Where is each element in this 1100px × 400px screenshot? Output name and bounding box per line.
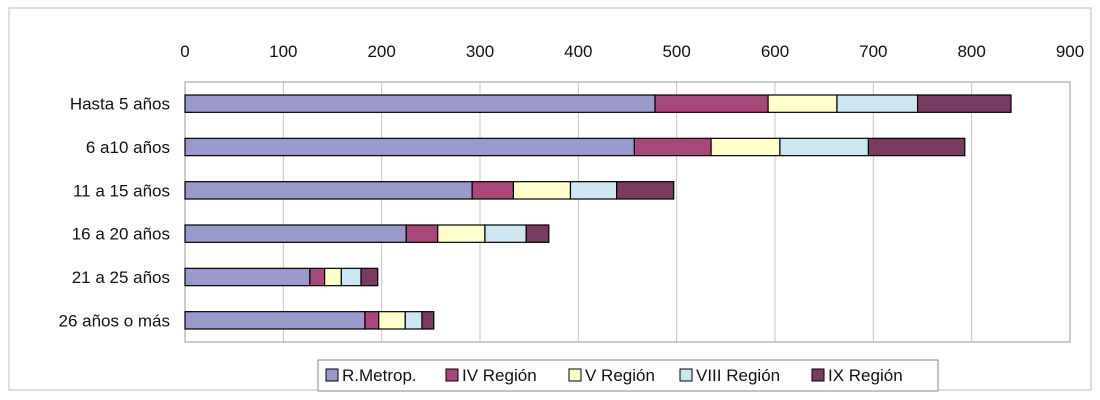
legend-swatch — [325, 368, 339, 382]
category-label: 6 a10 años — [86, 138, 170, 157]
category-label: 26 años o más — [58, 311, 170, 330]
bar-segment — [404, 311, 423, 330]
legend-label: IV Región — [462, 366, 537, 385]
bar-segment — [340, 267, 362, 287]
bar-segment — [437, 224, 486, 243]
bar-segment — [421, 311, 435, 330]
bars — [184, 94, 1012, 330]
bar-segment — [484, 224, 527, 243]
y-axis-category-labels: Hasta 5 años 6 a10 años 11 a 15 años 16 a 2… — [58, 95, 170, 331]
legend: R.Metrop. IV Región V Región VIII Región IX … — [325, 366, 903, 385]
x-tick-label: 400 — [564, 42, 592, 61]
bar-segment — [364, 311, 380, 330]
category-label: Hasta 5 años — [70, 95, 170, 114]
legend-label: R.Metrop. — [342, 366, 417, 385]
category-label: 16 a 20 años — [72, 225, 170, 244]
legend-swatch — [445, 368, 459, 382]
bar-segment — [184, 181, 473, 200]
bar-segment — [616, 181, 675, 200]
x-tick-label: 800 — [957, 42, 985, 61]
legend-swatch — [679, 368, 693, 382]
x-tick-label: 700 — [859, 42, 887, 61]
x-tick-label: 500 — [662, 42, 690, 61]
x-tick-label: 100 — [269, 42, 297, 61]
x-tick-label: 0 — [180, 42, 189, 61]
x-tick-label: 300 — [466, 42, 494, 61]
legend-swatch — [811, 368, 825, 382]
bar-segment — [779, 137, 870, 157]
x-tick-label: 900 — [1056, 42, 1084, 61]
bar-segment — [184, 137, 635, 157]
bar-segment — [378, 311, 406, 330]
x-axis-tick-labels: 0 100 200 300 400 500 600 700 800 900 — [180, 42, 1084, 61]
legend-swatch — [568, 368, 582, 382]
bar-segment — [767, 94, 838, 113]
bar-segment — [360, 267, 379, 287]
bar-segment — [184, 311, 366, 330]
x-tick-label: 200 — [367, 42, 395, 61]
bar-segment — [324, 267, 342, 287]
legend-label: V Región — [585, 366, 655, 385]
legend-box — [317, 359, 939, 392]
gridlines — [282, 82, 973, 342]
bar-segment — [405, 224, 439, 243]
bar-segment — [309, 267, 326, 287]
bar-segment — [836, 94, 919, 113]
bar-segment — [184, 224, 407, 243]
bar-segment — [471, 181, 515, 200]
bar-segment — [525, 224, 550, 243]
legend-label: VIII Región — [696, 366, 780, 385]
plot-area — [184, 81, 1071, 343]
category-label: 11 a 15 años — [73, 181, 170, 200]
x-tick-label: 600 — [761, 42, 789, 61]
bar-segment — [916, 94, 1012, 113]
bar-segment — [512, 181, 572, 200]
bar-segment — [184, 267, 311, 287]
bar-segment — [710, 137, 781, 157]
legend-label: IX Región — [828, 366, 903, 385]
category-label: 21 a 25 años — [72, 268, 170, 287]
bar-segment — [569, 181, 618, 200]
bar-segment — [867, 137, 966, 157]
bar-segment — [654, 94, 769, 113]
bar-segment — [633, 137, 712, 157]
bar-segment — [184, 94, 656, 113]
